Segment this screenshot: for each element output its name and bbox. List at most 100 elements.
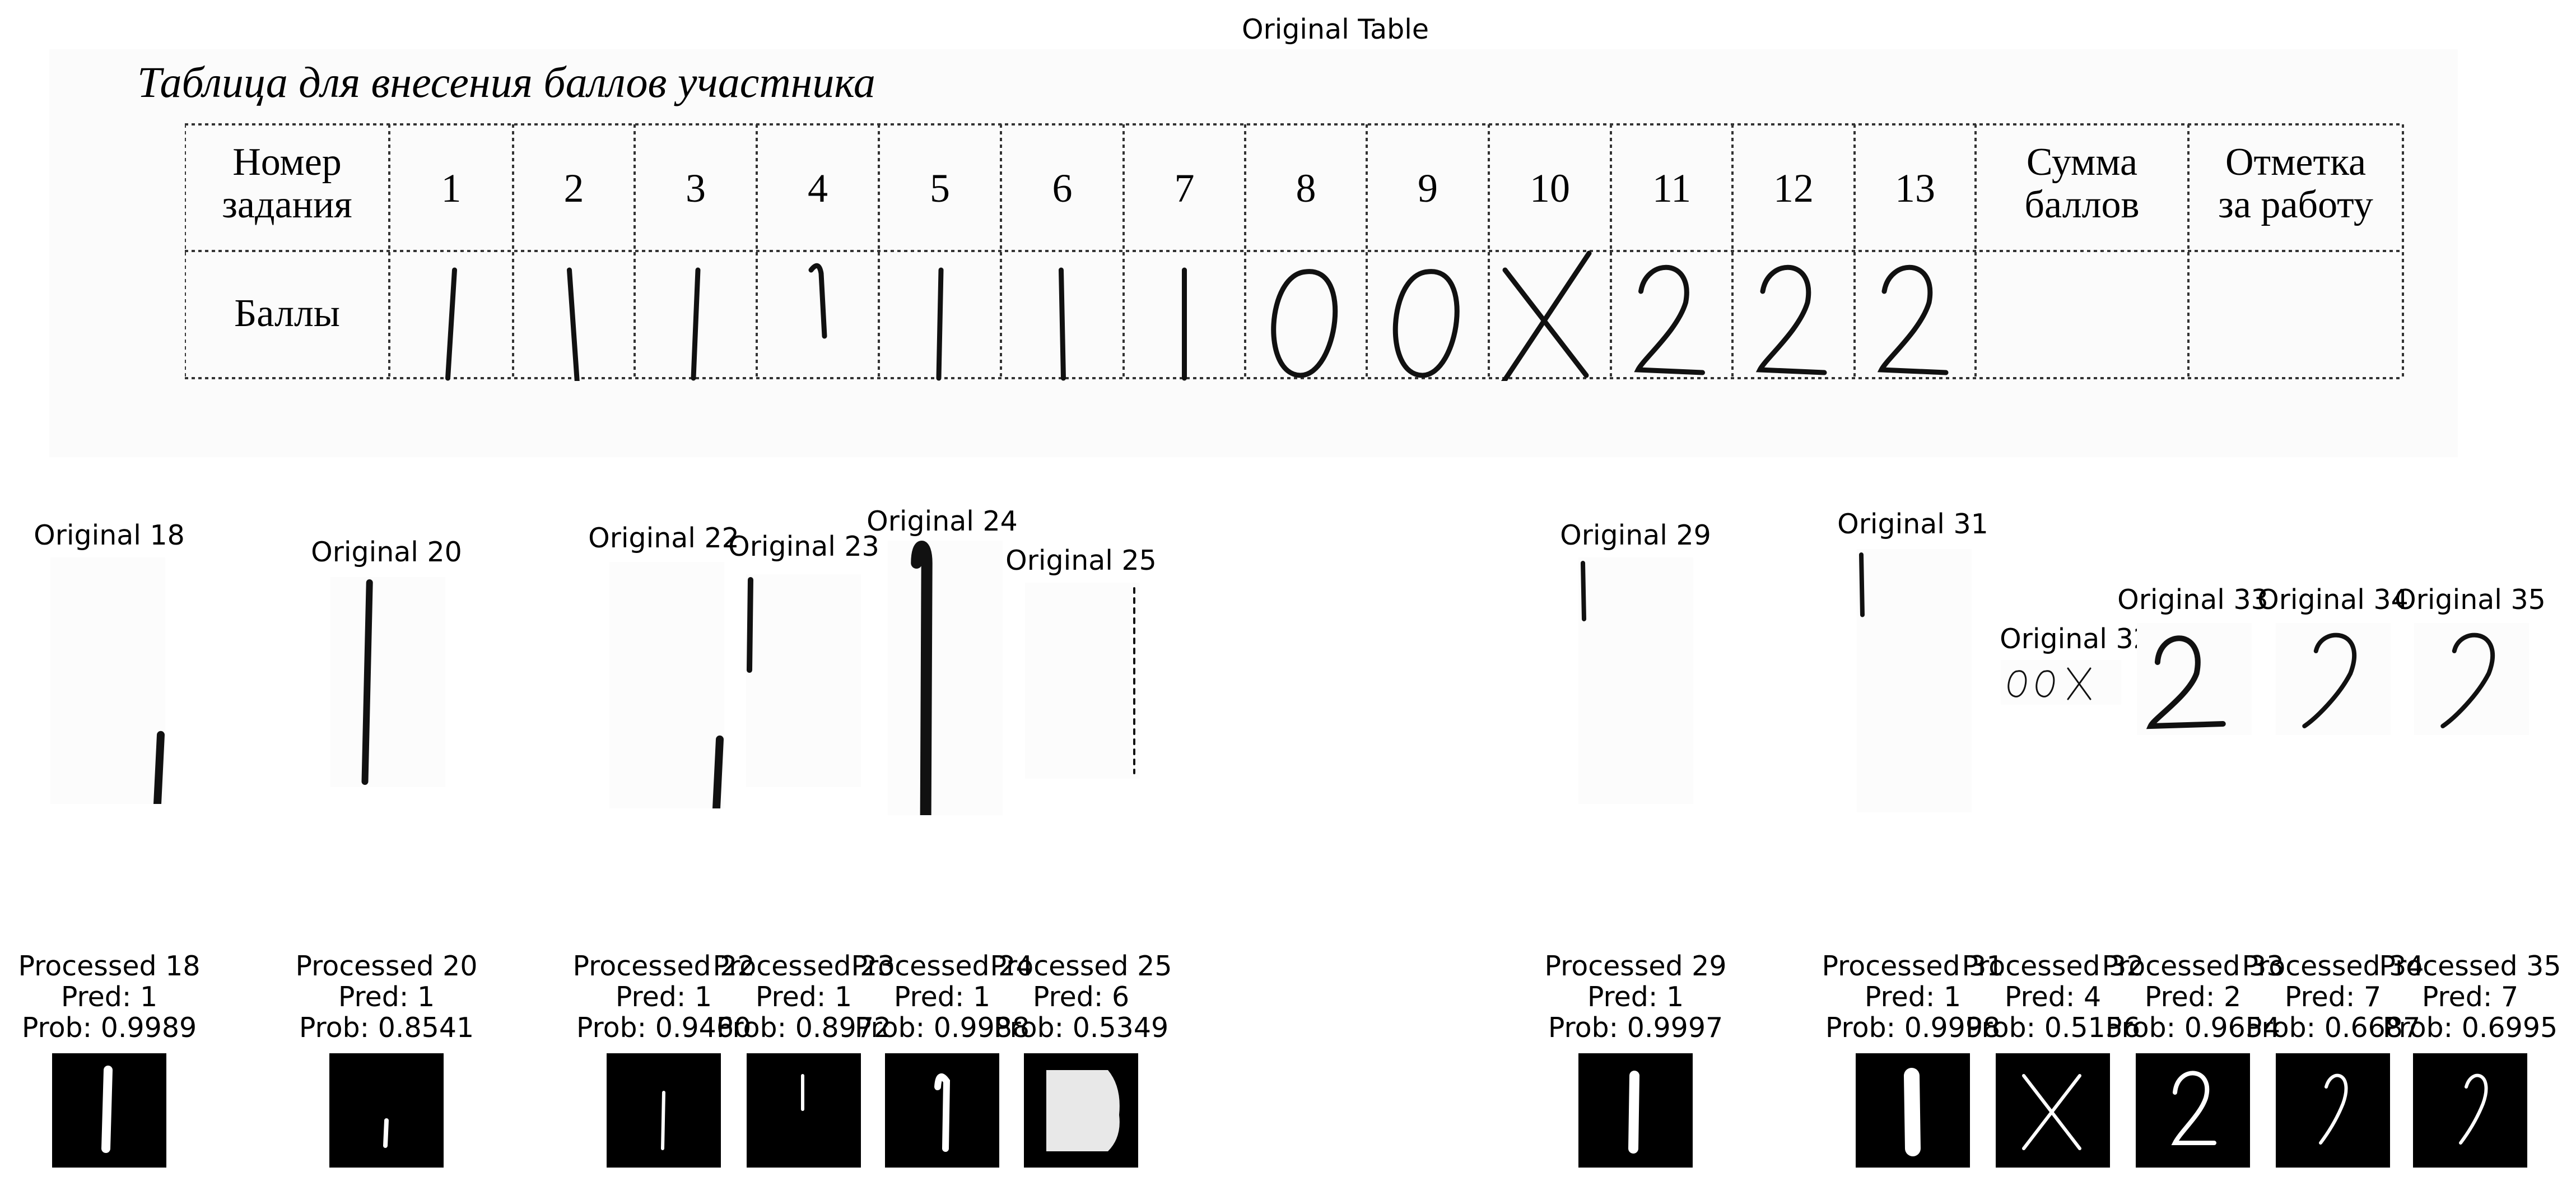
row-header-task: задания <box>222 183 352 226</box>
handwriting-stroke <box>1581 561 1586 621</box>
digit-stroke <box>934 1073 951 1152</box>
handwritten-score-3 <box>691 267 701 381</box>
handwritten-score-9 <box>1392 269 1460 378</box>
processed-thumbnail <box>1856 1053 1970 1168</box>
digit-stroke <box>2171 1071 2216 1145</box>
original-crop-image <box>609 562 724 812</box>
handwritten-score-4 <box>808 263 827 339</box>
handwriting-stroke <box>153 731 165 808</box>
original-crop-label: Original 31 <box>1837 508 1988 540</box>
handwriting-stroke <box>2007 667 2091 700</box>
processed-pred: Pred: 1 <box>755 981 853 1013</box>
processed-label: Processed 33 <box>2102 950 2284 982</box>
original-crop-label: Original 18 <box>34 519 185 551</box>
processed-prob: Prob: 0.9989 <box>21 1012 197 1044</box>
processed-label: Processed 24 <box>851 950 1033 982</box>
processed-label: Processed 35 <box>2379 950 2561 982</box>
processed-pred: Pred: 1 <box>615 981 712 1013</box>
handwritten-score-5 <box>936 267 944 381</box>
processed-prob: Prob: 0.9654 <box>2105 1012 2281 1044</box>
processed-thumbnail <box>1024 1053 1138 1168</box>
original-crop-image <box>2276 623 2391 735</box>
processed-prob: Prob: 0.9460 <box>576 1012 752 1044</box>
task-number-8: 8 <box>1296 166 1316 211</box>
processed-label: Processed 18 <box>18 950 201 982</box>
processed-pred: Pred: 1 <box>1864 981 1962 1013</box>
figure-title: Original Table <box>1241 13 1429 45</box>
original-crop-label: Original 24 <box>867 505 1018 537</box>
handwritten-score-12 <box>1755 264 1827 375</box>
handwritten-score-6 <box>1059 267 1066 381</box>
processed-thumbnail <box>2413 1053 2527 1168</box>
processed-thumbnail <box>2276 1053 2390 1168</box>
original-crop-image <box>746 574 861 787</box>
original-crop-label: Original 25 <box>1005 545 1157 576</box>
original-crop-label: Original 33 <box>2117 584 2268 616</box>
original-crop-label: Original 29 <box>1560 519 1711 551</box>
sum-header-line1: Сумма <box>2027 141 2137 184</box>
original-crop-label: Original 34 <box>2257 584 2409 616</box>
original-crop-image <box>1025 583 1140 779</box>
processed-pred: Pred: 4 <box>2004 981 2102 1013</box>
digit-stroke <box>1628 1071 1639 1154</box>
processed-prob: Prob: 0.8972 <box>716 1012 892 1044</box>
original-crop-label: Original 23 <box>728 531 879 562</box>
original-crop-label: Original 20 <box>311 536 462 568</box>
processed-label: Processed 22 <box>572 950 755 982</box>
processed-thumbnail <box>52 1053 166 1168</box>
original-crop-image <box>1578 557 1693 804</box>
task-number-7: 7 <box>1175 166 1195 211</box>
original-crop-image <box>2001 660 2121 705</box>
digit-stroke <box>1904 1068 1921 1156</box>
mark-header-line2: за работу <box>2218 183 2373 226</box>
processed-thumbnail <box>747 1053 861 1168</box>
processed-pred: Pred: 1 <box>60 981 158 1013</box>
handwriting-stroke <box>911 541 933 821</box>
handwritten-score-2 <box>567 267 580 381</box>
original-crop-image <box>2137 623 2252 735</box>
processed-pred: Pred: 1 <box>893 981 991 1013</box>
task-number-4: 4 <box>808 166 828 211</box>
processed-label: Processed 31 <box>1822 950 2004 982</box>
digit-stroke <box>101 1066 113 1153</box>
handwritten-score-1 <box>445 267 457 381</box>
handwriting-stroke <box>712 735 724 812</box>
processed-thumbnail <box>1996 1053 2110 1168</box>
digit-stroke <box>383 1118 389 1148</box>
handwriting-stroke <box>361 579 373 785</box>
task-number-5: 5 <box>930 166 950 211</box>
digit-stroke <box>2319 1073 2348 1145</box>
processed-pred: Pred: 2 <box>2144 981 2242 1013</box>
processed-label: Processed 29 <box>1544 950 1727 982</box>
processed-thumbnail <box>885 1053 999 1168</box>
digit-stroke <box>2459 1073 2488 1145</box>
processed-prob: Prob: 0.5349 <box>993 1012 1169 1044</box>
original-crop-image <box>330 577 445 787</box>
processed-label: Processed 20 <box>295 950 478 982</box>
processed-label: Processed 34 <box>2242 950 2424 982</box>
processed-pred: Pred: 1 <box>1587 981 1684 1013</box>
processed-label: Processed 32 <box>1962 950 2144 982</box>
handwriting-stroke <box>747 577 753 673</box>
row-header-number: Номер <box>232 141 342 184</box>
processed-pred: Pred: 6 <box>1032 981 1130 1013</box>
sum-header-line2: баллов <box>2024 183 2139 226</box>
task-number-6: 6 <box>1052 166 1073 211</box>
processed-thumbnail <box>329 1053 444 1168</box>
handwriting-stroke <box>2440 633 2495 728</box>
processed-prob: Prob: 0.6687 <box>2245 1012 2421 1044</box>
handwritten-score-13 <box>1877 264 1949 375</box>
scanned-table-image <box>49 49 2458 457</box>
task-number-13: 13 <box>1895 166 1935 211</box>
processed-thumbnail <box>1578 1053 1693 1168</box>
processed-pred: Pred: 7 <box>2421 981 2519 1013</box>
processed-thumbnail <box>2136 1053 2250 1168</box>
task-number-9: 9 <box>1418 166 1438 211</box>
original-crop-label: Original 22 <box>588 522 739 554</box>
task-number-1: 1 <box>441 166 462 211</box>
handwriting-stroke <box>1859 552 1865 617</box>
processed-prob: Prob: 0.6995 <box>2382 1012 2558 1044</box>
original-crop-label: Original 35 <box>2395 584 2546 616</box>
processed-prob: Prob: 0.9997 <box>1548 1012 1723 1044</box>
